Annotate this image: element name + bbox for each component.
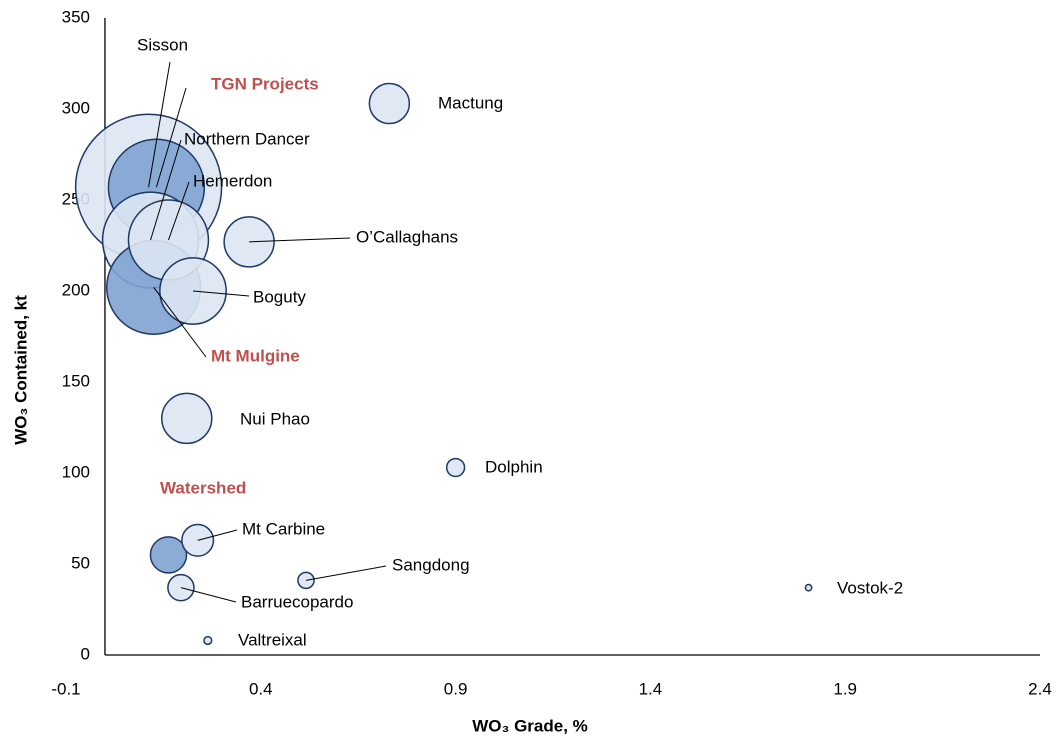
bubble (161, 392, 213, 445)
leader-line (197, 529, 238, 541)
point-label: Mactung (438, 93, 503, 112)
bubble (445, 457, 466, 478)
x-tick-label: 1.4 (639, 679, 663, 698)
point-label: Vostok-2 (837, 578, 903, 597)
point-label: O’Callaghans (356, 227, 458, 246)
leader-line (155, 87, 187, 188)
leader-line (249, 237, 351, 243)
point-label: Dolphin (485, 457, 543, 476)
x-tick-label: 1.9 (833, 679, 857, 698)
x-tick-label: -0.1 (51, 679, 80, 698)
point-label: TGN Projects (211, 74, 319, 93)
y-tick-label: 50 (71, 553, 90, 572)
point-label: Boguty (253, 287, 306, 306)
y-axis-title: WO₃ Contained, kt (11, 295, 30, 445)
point-label: Barruecopardo (241, 592, 353, 611)
bubble (368, 82, 411, 125)
bubble (203, 635, 213, 646)
point-label: Watershed (160, 478, 246, 497)
y-tick-label: 150 (62, 371, 90, 390)
leader-line (167, 181, 190, 241)
point-label: Sangdong (392, 555, 470, 574)
x-axis-title: WO₃ Grade, % (472, 716, 588, 735)
point-label: Mt Mulgine (211, 346, 300, 365)
bubble (149, 536, 188, 574)
leader-line (148, 61, 171, 188)
y-tick-label: 200 (62, 280, 90, 299)
x-tick-label: 0.4 (249, 679, 273, 698)
leader-line (150, 139, 182, 241)
leader-line (153, 287, 207, 358)
x-tick-label: 0.9 (444, 679, 468, 698)
point-label: Sisson (137, 35, 188, 54)
leader-line (192, 290, 250, 297)
point-label: Valtreixal (238, 630, 307, 649)
y-tick-label: 0 (81, 644, 90, 663)
y-tick-label: 350 (62, 7, 90, 26)
y-tick-label: 100 (62, 462, 90, 481)
y-tick-label: 300 (62, 98, 90, 117)
bubble (804, 583, 813, 592)
point-label: Northern Dancer (184, 129, 310, 148)
leader-line (180, 587, 237, 603)
point-label: Hemerdon (193, 171, 272, 190)
x-tick-label: 2.4 (1028, 679, 1052, 698)
leader-line (305, 565, 387, 581)
point-label: Nui Phao (240, 409, 310, 428)
point-label: Mt Carbine (242, 519, 325, 538)
